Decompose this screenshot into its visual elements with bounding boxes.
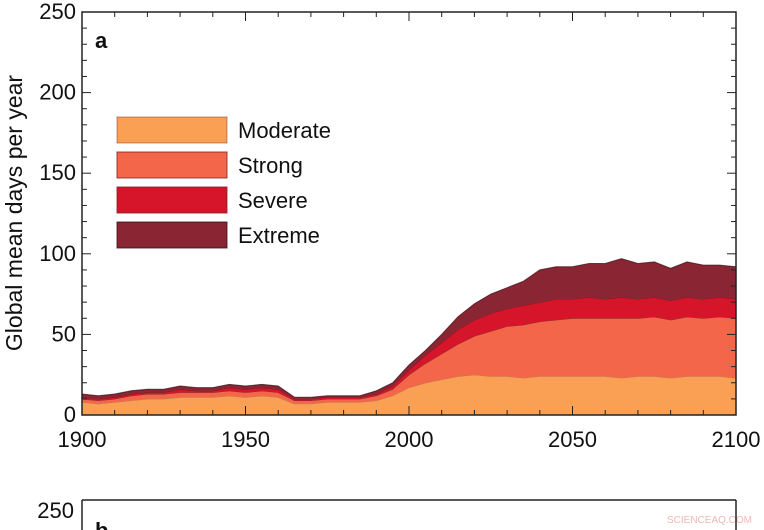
legend-label-severe: Severe — [238, 188, 308, 213]
legend-swatch-moderate — [116, 116, 228, 144]
y-tick-label: 0 — [64, 402, 76, 427]
x-tick-label: 1950 — [221, 427, 270, 452]
y-tick-label: 250 — [39, 0, 76, 24]
legend-label-extreme: Extreme — [238, 223, 320, 248]
legend-swatch-strong — [116, 151, 228, 179]
x-tick-label: 2050 — [548, 427, 597, 452]
axis-ticks — [81, 11, 737, 416]
watermark: SCIENCEAQ.COM — [667, 515, 752, 526]
legend: Moderate Strong Severe Extreme — [116, 116, 331, 249]
y-tick-label: 50 — [52, 321, 76, 346]
area-strong — [82, 316, 736, 404]
x-tick-label: 1900 — [58, 427, 107, 452]
legend-label-moderate: Moderate — [238, 118, 331, 143]
axis-tick-labels: 1900 1950 2000 2050 2100 0 50 100 150 200 250 — [39, 0, 760, 452]
panel-letter-b: b — [95, 518, 108, 530]
area-moderate — [82, 374, 736, 415]
area-severe — [82, 297, 736, 401]
legend-swatch-severe — [116, 186, 228, 214]
y-tick-label: 200 — [39, 80, 76, 105]
y-tick-label: 150 — [39, 160, 76, 185]
x-tick-label: 2100 — [712, 427, 761, 452]
panel-b-y-tick-250: 250 — [37, 498, 74, 523]
y-axis-title: Global mean days per year — [1, 75, 27, 351]
legend-swatch-extreme — [116, 221, 228, 249]
y-tick-label: 100 — [39, 241, 76, 266]
area-extreme — [82, 258, 736, 399]
x-tick-label: 2000 — [385, 427, 434, 452]
area-outline-extreme — [81, 258, 737, 398]
panel-b: 250 b — [37, 498, 737, 530]
stacked-areas — [81, 258, 737, 415]
legend-label-strong: Strong — [238, 153, 303, 178]
panel-letter-a: a — [95, 28, 108, 53]
